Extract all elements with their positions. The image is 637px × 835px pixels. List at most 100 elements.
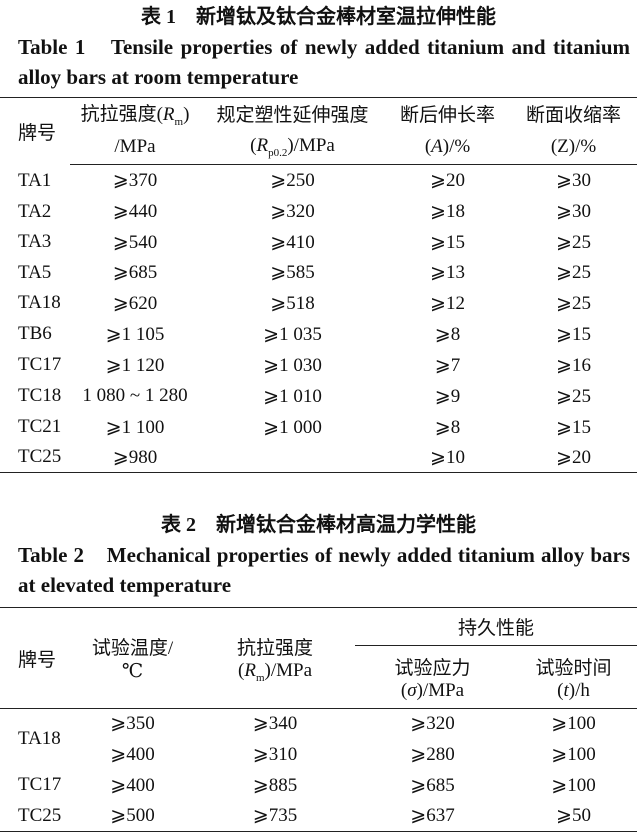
table-row: TA18 ⩾350 ⩾340 ⩾320 ⩾100 [0, 709, 637, 749]
header-z-unit: (Z)/% [510, 129, 637, 165]
table-row: TA3 ⩾540 ⩾410 ⩾15 ⩾25 [0, 227, 637, 258]
table-row: TB6 ⩾1 105 ⩾1 035 ⩾8 ⩾15 [0, 319, 637, 350]
cell-value: ⩾20 [430, 170, 465, 192]
cell-grade: TA18 [18, 728, 61, 750]
cell-value: ⩾8 [434, 323, 461, 345]
cell-grade: TC18 [18, 385, 62, 406]
cell-value: ⩾8 [434, 416, 461, 438]
table-row: TA2 ⩾440 ⩾320 ⩾18 ⩾30 [0, 197, 637, 227]
cell-value: ⩾500 [70, 800, 195, 832]
cell-value: ⩾30 [556, 201, 591, 222]
cell-value: ⩾100 [551, 743, 596, 765]
cell-value: ⩾685 [112, 262, 158, 283]
table2-title-cn: 表 2 新增钛合金棒材高温力学性能 [161, 514, 476, 536]
cell-value: ⩾320 [270, 201, 315, 222]
cell-value: ⩾1 105 [105, 323, 165, 345]
cell-value: ⩾1 035 [263, 323, 322, 345]
header-grade: 牌号 [18, 122, 57, 144]
cell-value [200, 442, 385, 473]
cell-value: ⩾310 [252, 743, 298, 765]
table-row: TA18 ⩾620 ⩾518 ⩾12 ⩾25 [0, 288, 637, 319]
cell-value: ⩾20 [510, 442, 637, 473]
cell-value: ⩾12 [430, 292, 465, 314]
cell-grade: TC21 [18, 416, 62, 437]
cell-value: ⩾1 030 [263, 354, 322, 376]
table-row: TC17 ⩾400 ⩾885 ⩾685 ⩾100 [0, 770, 637, 801]
cell-grade: TC17 [18, 774, 62, 795]
header-rm: 抗拉强度 (Rm)/MPa [195, 607, 355, 709]
cell-value: ⩾410 [270, 231, 315, 253]
cell-value: ⩾350 [110, 713, 155, 735]
cell-value: ⩾340 [252, 713, 298, 735]
cell-value: ⩾18 [430, 201, 465, 222]
cell-grade: TC25 [0, 442, 70, 473]
cell-value: ⩾1 010 [263, 385, 322, 407]
header-rp: 规定塑性延伸强度 [216, 105, 369, 127]
cell-value: ⩾685 [410, 774, 455, 796]
header-a: 断后伸长率 [399, 105, 495, 127]
table-row: TC25 ⩾500 ⩾735 ⩾637 ⩾50 [0, 800, 637, 832]
header-rm-unit: /MPa [70, 129, 200, 165]
header-a-unit: (A)/% [385, 129, 510, 165]
cell-value: ⩾15 [556, 416, 591, 438]
cell-grade: TC17 [18, 354, 62, 375]
cell-value: ⩾10 [385, 442, 510, 473]
table-row: TA1 ⩾370 ⩾250 ⩾20 ⩾30 [0, 165, 637, 197]
cell-grade: TA2 [18, 200, 52, 222]
cell-value: ⩾25 [556, 292, 591, 314]
header-time: 试验时间 (t)/h [510, 645, 637, 709]
cell-value: ⩾50 [510, 800, 637, 832]
cell-value: ⩾637 [355, 800, 510, 832]
cell-value: ⩾100 [551, 774, 596, 796]
cell-value: ⩾15 [430, 231, 465, 253]
table1: 牌号 抗拉强度(Rm) 规定塑性延伸强度 断后伸长率 断面收缩率 /MPa (R… [0, 97, 637, 473]
table-row: TA5 ⩾685 ⩾585 ⩾13 ⩾25 [0, 258, 637, 288]
cell-value: ⩾370 [112, 170, 158, 192]
cell-value: ⩾16 [556, 354, 591, 376]
cell-value: ⩾25 [556, 262, 591, 283]
cell-value: ⩾400 [110, 774, 155, 796]
cell-grade: TA5 [18, 261, 52, 283]
table1-title-en: Table 1 Tensile properties of newly adde… [18, 35, 630, 89]
cell-value: ⩾100 [551, 713, 596, 735]
cell-value: ⩾25 [556, 385, 591, 407]
header-group: 持久性能 [355, 607, 637, 646]
header-z: 断面收缩率 [525, 105, 621, 127]
cell-value: ⩾13 [430, 262, 465, 283]
header-stress: 试验应力 (σ)/MPa [355, 645, 510, 709]
table-row: TC17 ⩾1 120 ⩾1 030 ⩾7 ⩾16 [0, 350, 637, 381]
cell-value: ⩾280 [410, 743, 455, 765]
cell-value: ⩾15 [556, 323, 591, 345]
cell-value: ⩾620 [112, 292, 158, 314]
cell-grade: TA3 [18, 231, 52, 252]
cell-value: ⩾735 [195, 800, 355, 832]
cell-grade: TA1 [18, 169, 52, 191]
table-row: ⩾400 ⩾310 ⩾280 ⩾100 [0, 739, 637, 770]
cell-value: ⩾320 [410, 713, 455, 735]
cell-grade: TC25 [0, 800, 70, 832]
header-temp: 试验温度/℃ [70, 607, 195, 709]
table2: 牌号 试验温度/℃ 抗拉强度 (Rm)/MPa 持久性能 试验应力 (σ)/MPa … [0, 607, 637, 832]
header-grade: 牌号 [0, 607, 70, 709]
cell-value: ⩾30 [556, 170, 591, 192]
cell-value: ⩾585 [270, 262, 315, 283]
header-rp-unit: (Rp0.2)/MPa [200, 129, 385, 165]
cell-value: ⩾1 120 [105, 354, 165, 376]
cell-value: ⩾440 [112, 201, 158, 222]
table2-title-en: Table 2 Mechanical properties of newly a… [18, 543, 630, 597]
cell-value: ⩾25 [556, 231, 591, 253]
cell-value: ⩾980 [70, 442, 200, 473]
cell-value: ⩾400 [110, 743, 155, 765]
cell-value: ⩾518 [270, 292, 315, 314]
header-rm: 抗拉强度(Rm) [80, 104, 190, 129]
table1-title-cn: 表 1 新增钛及钛合金棒材室温拉伸性能 [141, 6, 496, 28]
cell-value: ⩾1 000 [263, 416, 322, 438]
cell-value: ⩾885 [252, 774, 298, 796]
cell-value: ⩾7 [434, 354, 461, 376]
cell-value: ⩾250 [270, 170, 315, 192]
cell-grade: TB6 [18, 323, 52, 344]
cell-value: ⩾1 100 [105, 416, 165, 438]
table-row: TC21 ⩾1 100 ⩾1 000 ⩾8 ⩾15 [0, 412, 637, 443]
cell-grade: TA18 [18, 292, 61, 313]
cell-value: ⩾9 [434, 385, 461, 407]
